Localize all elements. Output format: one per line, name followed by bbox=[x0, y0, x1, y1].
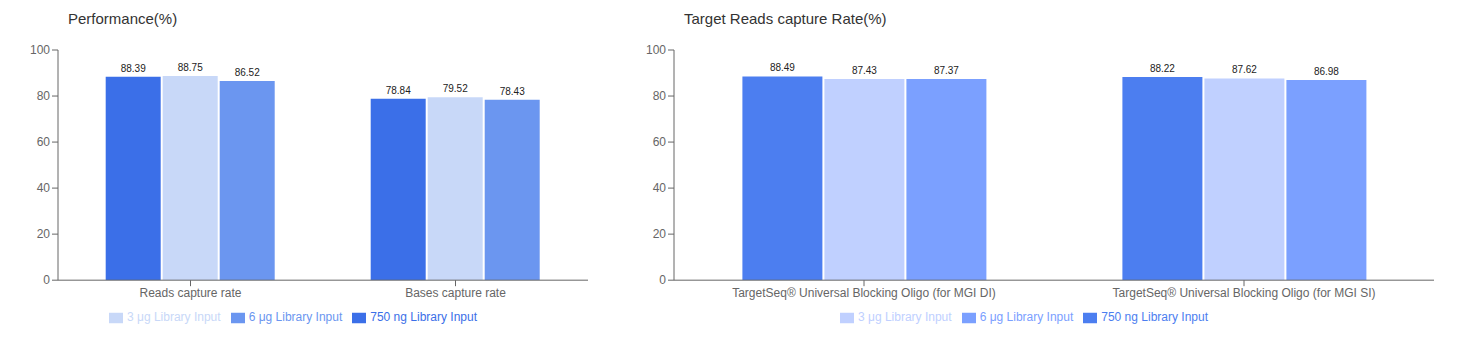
svg-text:88.75: 88.75 bbox=[178, 62, 203, 73]
svg-text:86.52: 86.52 bbox=[235, 67, 260, 78]
svg-text:87.62: 87.62 bbox=[1232, 64, 1257, 75]
html-text:3 μg Library Input: 3 μg Library Input bbox=[127, 310, 221, 325]
svg-text:88.22: 88.22 bbox=[1150, 63, 1175, 74]
svg-text:60: 60 bbox=[37, 135, 51, 149]
svg-text:86.98: 86.98 bbox=[1314, 66, 1339, 77]
svg-text:87.37: 87.37 bbox=[934, 65, 959, 76]
svg-text:100: 100 bbox=[30, 43, 50, 57]
html-text:3 μg Library Input: 3 μg Library Input bbox=[858, 310, 952, 325]
svg-text:88.49: 88.49 bbox=[770, 62, 795, 73]
html-text:Performance(%): Performance(%) bbox=[68, 10, 178, 27]
svg-text:TargetSeq® Universal Blocking: TargetSeq® Universal Blocking Oligo (for… bbox=[1113, 286, 1376, 300]
svg-text:80: 80 bbox=[37, 89, 51, 103]
svg-text:40: 40 bbox=[37, 181, 51, 195]
svg-text:40: 40 bbox=[653, 181, 667, 195]
svg-text:Bases capture rate: Bases capture rate bbox=[405, 286, 506, 300]
svg-text:20: 20 bbox=[37, 227, 51, 241]
svg-text:60: 60 bbox=[653, 135, 667, 149]
svg-text:100: 100 bbox=[646, 43, 666, 57]
html-text:750 ng Library Input: 750 ng Library Input bbox=[370, 310, 477, 325]
svg-text:78.43: 78.43 bbox=[500, 86, 525, 97]
html-text:6 μg Library Input: 6 μg Library Input bbox=[979, 310, 1074, 325]
svg-text:0: 0 bbox=[43, 273, 50, 287]
svg-text:Reads capture rate: Reads capture rate bbox=[139, 286, 241, 300]
svg-text:79.52: 79.52 bbox=[443, 83, 468, 94]
svg-text:80: 80 bbox=[653, 89, 667, 103]
html-text:750 ng Library Input: 750 ng Library Input bbox=[1101, 310, 1208, 325]
html-text:6 μg Library Input: 6 μg Library Input bbox=[248, 310, 343, 325]
svg-text:20: 20 bbox=[653, 227, 667, 241]
svg-text:88.39: 88.39 bbox=[121, 63, 146, 74]
svg-text:0: 0 bbox=[659, 273, 666, 287]
svg-text:78.84: 78.84 bbox=[386, 85, 411, 96]
html-text:Target Reads capture Rate(%): Target Reads capture Rate(%) bbox=[684, 10, 887, 27]
svg-text:87.43: 87.43 bbox=[852, 65, 877, 76]
svg-text:TargetSeq® Universal Blocking: TargetSeq® Universal Blocking Oligo (for… bbox=[732, 286, 996, 300]
